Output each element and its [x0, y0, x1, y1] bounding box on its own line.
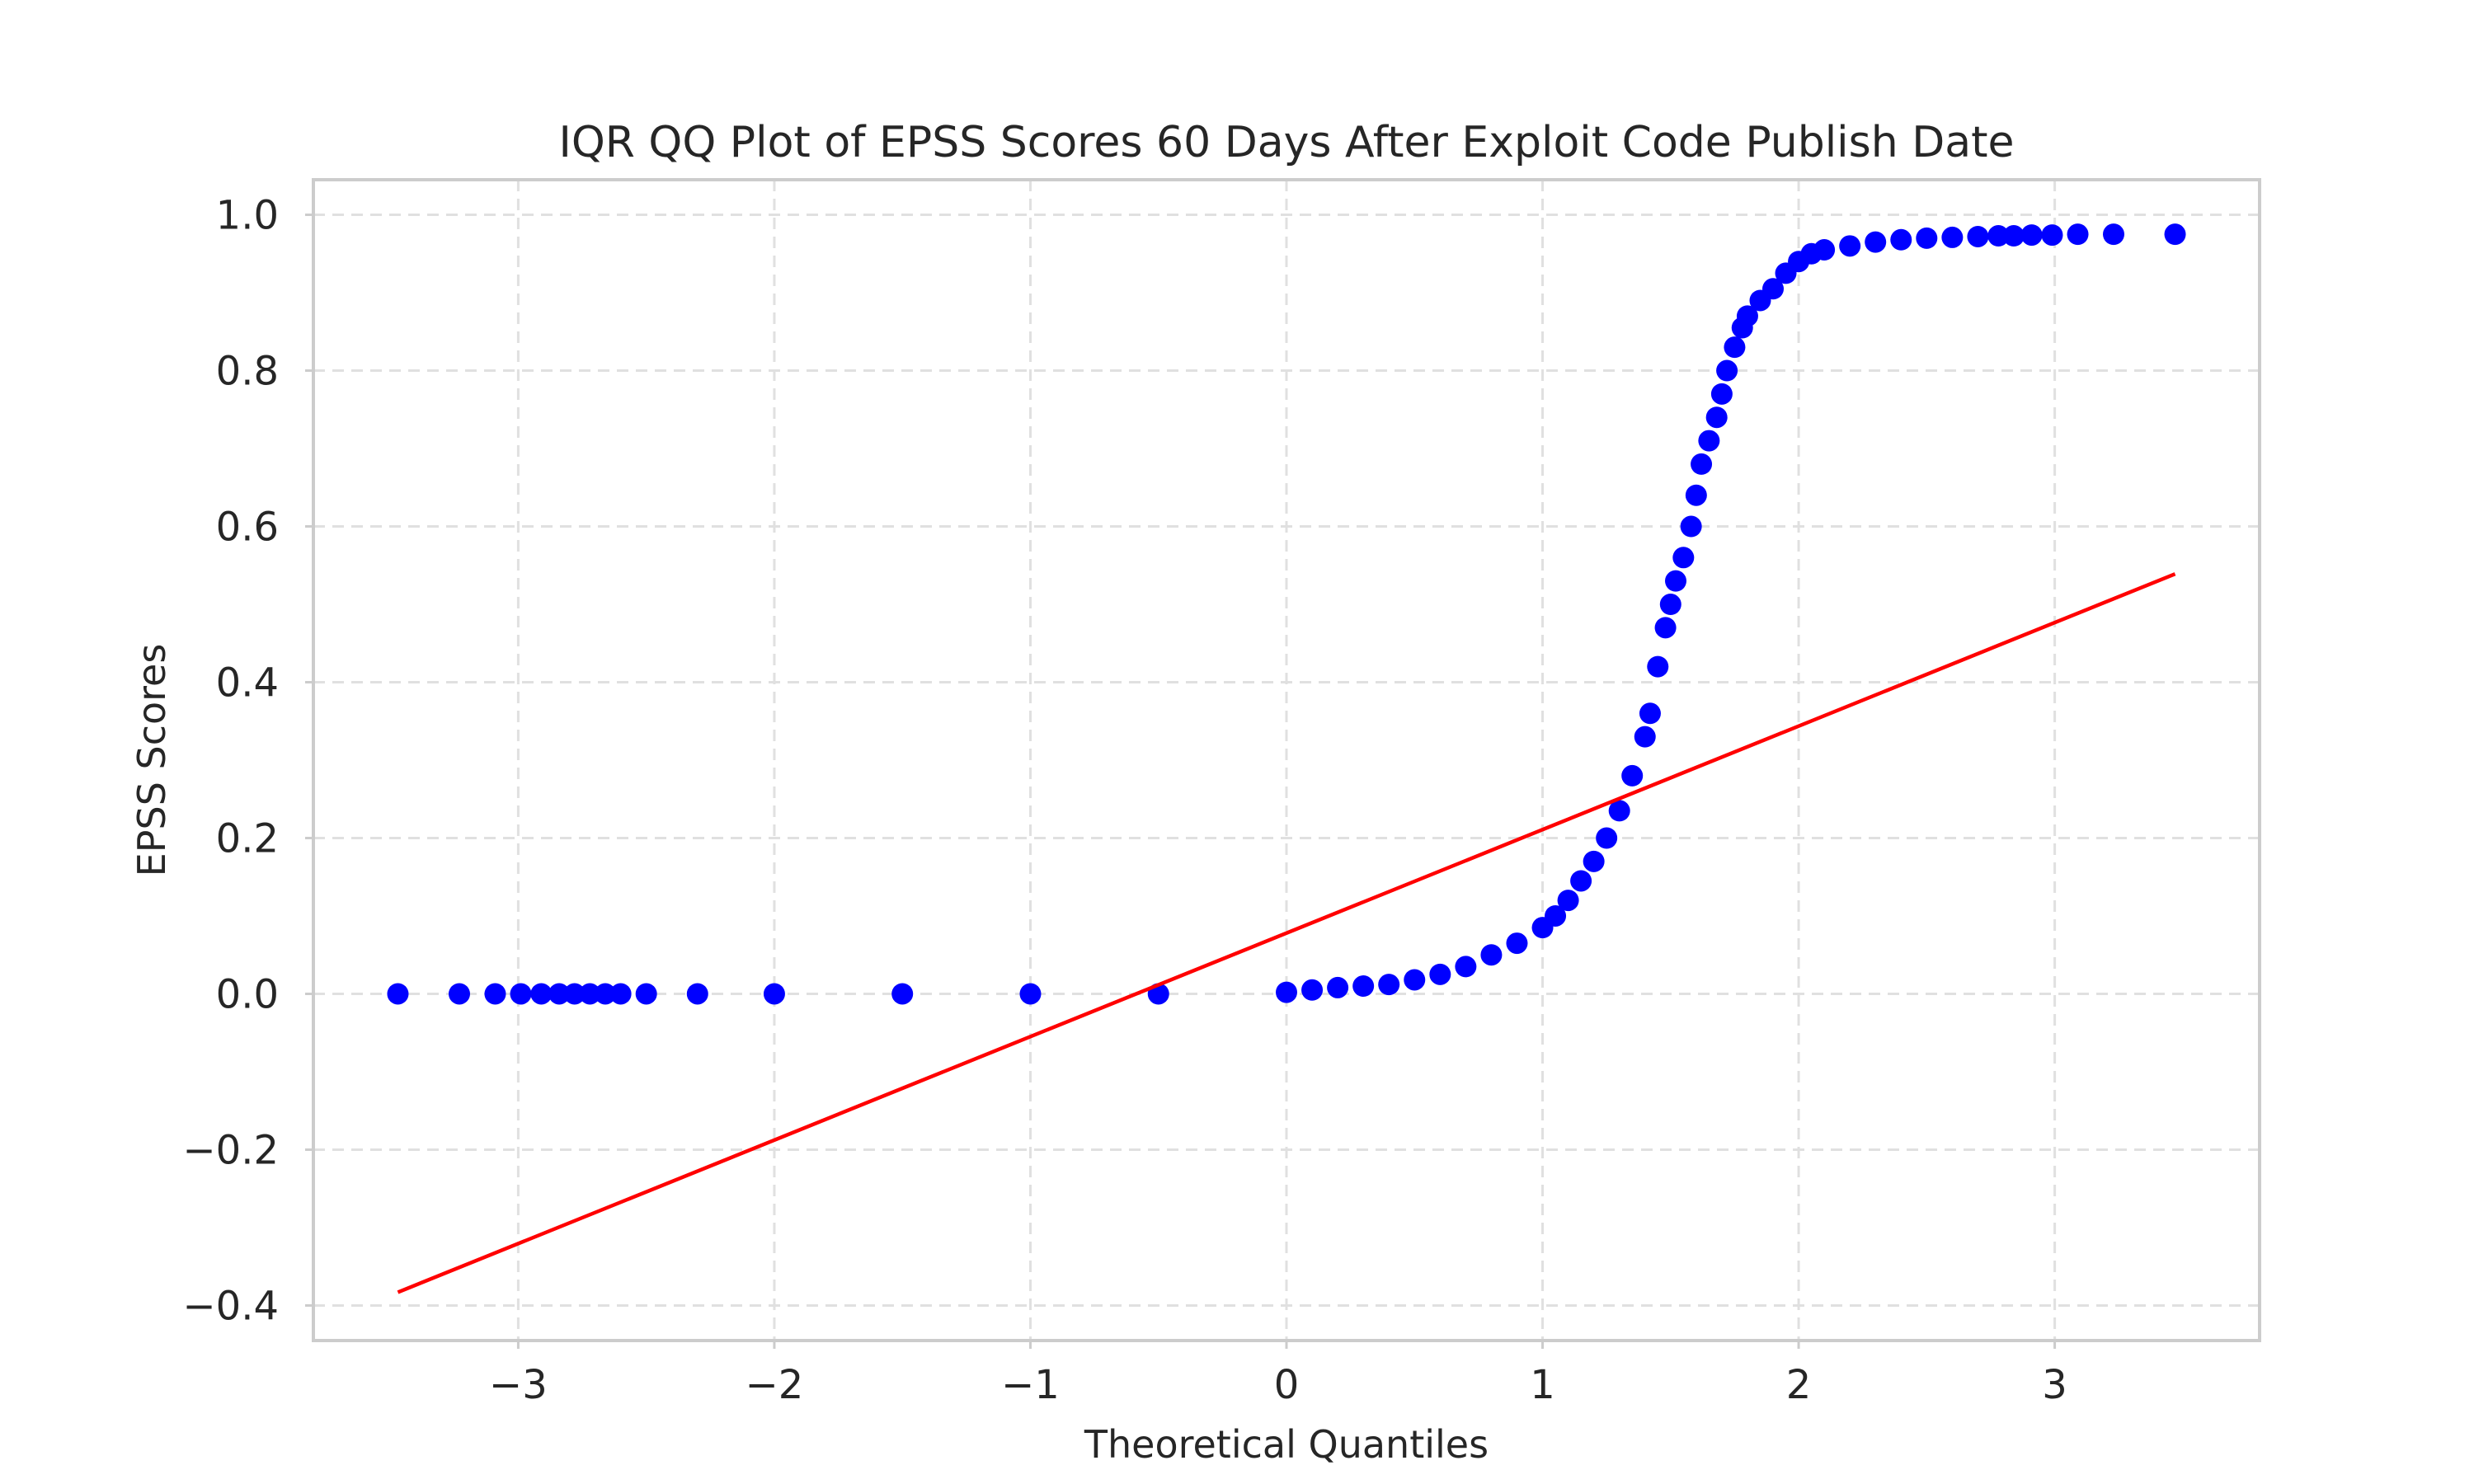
- data-point: [1967, 225, 1989, 247]
- data-point: [387, 983, 409, 1005]
- chart-title: IQR QQ Plot of EPSS Scores 60 Days After…: [558, 118, 2014, 167]
- data-point: [1455, 956, 1477, 978]
- x-tick-label: −1: [1001, 1362, 1060, 1408]
- data-point: [1987, 225, 2010, 247]
- data-point: [579, 983, 601, 1005]
- reference-line: [397, 572, 2176, 1294]
- y-tick-label: 0.0: [216, 971, 279, 1017]
- y-axis-label: EPSS Scores: [129, 644, 174, 877]
- data-point: [1647, 655, 1669, 678]
- data-point: [1596, 827, 1618, 849]
- data-point: [2067, 223, 2089, 246]
- data-point: [1691, 453, 1713, 475]
- data-point: [1301, 979, 1324, 1001]
- data-point: [1710, 383, 1733, 405]
- data-point: [548, 983, 571, 1005]
- data-point: [609, 983, 632, 1005]
- data-point: [1019, 983, 1042, 1005]
- x-axis-label: Theoretical Quantiles: [1084, 1422, 1489, 1467]
- data-point: [1639, 702, 1661, 725]
- data-point: [763, 983, 785, 1005]
- y-tick-label: 0.4: [216, 660, 279, 707]
- data-point: [1762, 278, 1784, 300]
- data-point: [635, 983, 657, 1005]
- data-point: [1545, 904, 1567, 927]
- data-point: [1327, 976, 1349, 998]
- data-point: [2020, 224, 2043, 247]
- y-tick-label: 0.8: [216, 349, 279, 395]
- data-point: [563, 983, 586, 1005]
- grid-layer: [313, 180, 2260, 1341]
- data-point: [2103, 223, 2124, 246]
- y-tick-label: −0.4: [182, 1283, 279, 1329]
- data-point: [1813, 239, 1836, 261]
- x-tick-label: 3: [2042, 1362, 2067, 1408]
- data-point: [1941, 226, 1964, 248]
- data-point: [1659, 594, 1681, 616]
- data-point: [1570, 870, 1592, 892]
- data-point: [1429, 963, 1451, 985]
- data-point: [891, 983, 914, 1005]
- data-point: [1404, 969, 1426, 991]
- data-point: [1680, 515, 1702, 538]
- y-tick-label: −0.2: [182, 1127, 279, 1173]
- data-point: [2041, 224, 2063, 247]
- data-point: [449, 983, 470, 1005]
- points-layer: [387, 223, 2186, 1005]
- data-point: [1705, 406, 1728, 429]
- data-point: [1736, 305, 1758, 327]
- y-tick-label: 0.6: [216, 505, 279, 551]
- data-point: [1665, 570, 1686, 592]
- data-point: [1352, 975, 1375, 998]
- y-tick-label: 1.0: [216, 193, 279, 239]
- data-point: [595, 983, 616, 1005]
- data-point: [1378, 974, 1400, 996]
- x-tick-label: 1: [1530, 1362, 1555, 1408]
- data-point: [1916, 227, 1938, 249]
- data-point: [1608, 800, 1630, 822]
- x-axis: −3 −2 −1 0 1 2 3: [489, 1341, 2067, 1408]
- data-point: [2164, 223, 2186, 246]
- data-point: [1865, 231, 1887, 253]
- data-point: [1890, 228, 1912, 251]
- data-point: [1506, 932, 1528, 955]
- fit-line-layer: [397, 572, 2176, 1294]
- data-point: [1672, 547, 1695, 569]
- x-tick-label: −2: [745, 1362, 804, 1408]
- data-point: [1698, 430, 1720, 452]
- data-point: [1716, 359, 1738, 382]
- data-point: [1480, 944, 1503, 966]
- data-point: [1583, 850, 1605, 872]
- data-point: [484, 983, 506, 1005]
- y-tick-label: 0.2: [216, 815, 279, 862]
- data-point: [1634, 726, 1656, 748]
- data-point: [1839, 235, 1861, 257]
- data-point: [1621, 764, 1644, 787]
- data-point: [2002, 225, 2025, 247]
- x-tick-label: 2: [1786, 1362, 1812, 1408]
- data-point: [1724, 336, 1746, 359]
- x-tick-label: 0: [1274, 1362, 1300, 1408]
- data-point: [530, 983, 553, 1005]
- data-point: [686, 983, 708, 1005]
- data-point: [510, 983, 532, 1005]
- data-point: [1685, 484, 1707, 506]
- x-tick-label: −3: [489, 1362, 548, 1408]
- data-point: [1276, 981, 1297, 1003]
- data-point: [1654, 617, 1677, 639]
- data-point: [1557, 890, 1579, 912]
- y-axis: −0.4 −0.2 0.0 0.2 0.4 0.6 0.8 1.0: [182, 193, 313, 1329]
